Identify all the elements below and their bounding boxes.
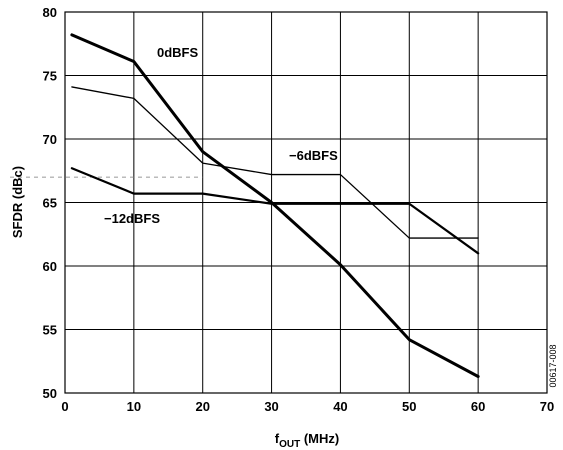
- plot-frame: [64, 11, 548, 394]
- x-axis-title: fOUT (MHz): [275, 431, 339, 450]
- x-tick-label: 0: [61, 399, 68, 414]
- y-tick-label: 65: [43, 196, 57, 211]
- series-label-minus6dbfs: −6dBFS: [289, 148, 338, 163]
- series-lines: [70, 33, 480, 378]
- y-tick-label: 80: [43, 5, 57, 20]
- series-line-0: [70, 33, 480, 378]
- series-line-1: [71, 86, 479, 239]
- series-label-minus12dbfs: −12dBFS: [104, 211, 160, 226]
- grid: [64, 11, 548, 394]
- series-label-0dbfs: 0dBFS: [157, 45, 199, 60]
- x-tick-label: 50: [402, 399, 416, 414]
- y-tick-label: 60: [43, 259, 57, 274]
- tick-labels: 0 10 20 30 40 50 60 70 50 55 60 65 70 75 80: [43, 5, 555, 414]
- series-line-2: [70, 167, 480, 255]
- x-axis-title-subscript: OUT: [279, 439, 300, 450]
- x-tick-label: 10: [127, 399, 141, 414]
- figure-id: 00617-008: [548, 344, 558, 387]
- y-axis-title: SFDR (dBc): [10, 166, 25, 238]
- x-axis-title-main: f: [275, 431, 280, 446]
- x-tick-label: 20: [195, 399, 209, 414]
- x-tick-label: 30: [264, 399, 278, 414]
- x-tick-label: 60: [471, 399, 485, 414]
- y-tick-label: 70: [43, 132, 57, 147]
- y-tick-label: 55: [43, 323, 57, 338]
- x-axis-title-unit: (MHz): [300, 431, 339, 446]
- y-tick-label: 50: [43, 386, 57, 401]
- x-tick-label: 40: [333, 399, 347, 414]
- x-tick-label: 70: [540, 399, 554, 414]
- y-tick-label: 75: [43, 69, 57, 84]
